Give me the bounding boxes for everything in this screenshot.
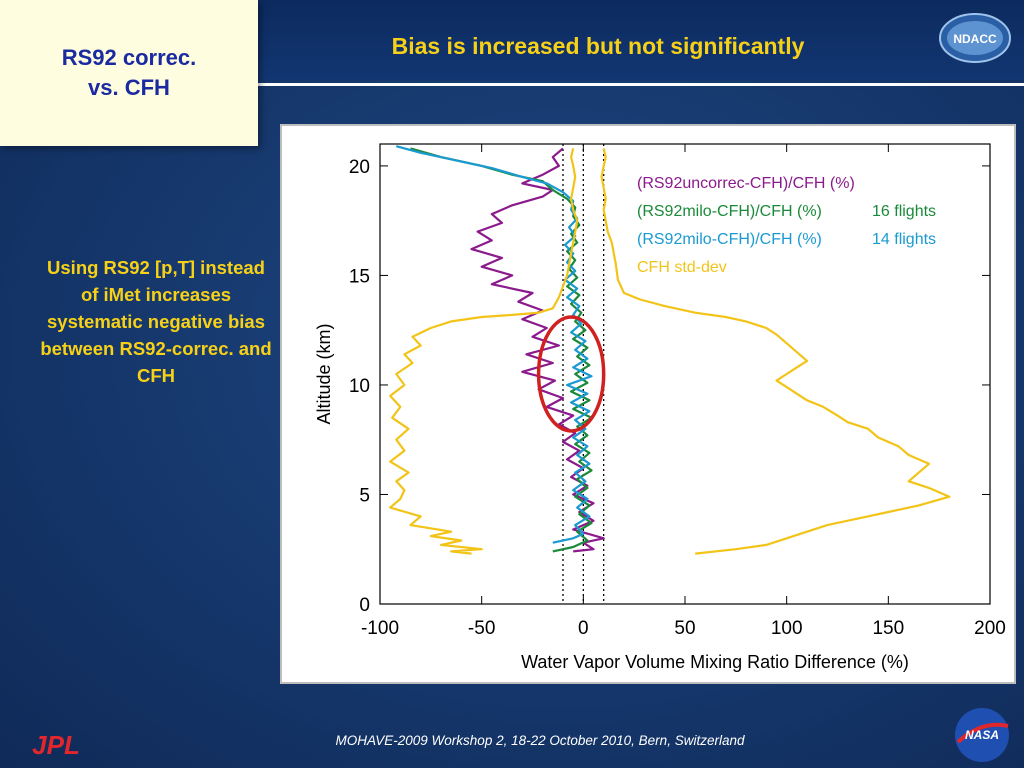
series-line-4 <box>389 148 951 555</box>
jpl-logo-text: JPL <box>32 730 80 758</box>
nasa-logo-text: NASA <box>965 728 999 742</box>
y-axis-title: Altitude (km) <box>314 323 334 424</box>
legend-entry-4: CFH std-dev <box>637 259 727 276</box>
x-tick-label: 50 <box>674 618 695 639</box>
x-tick-label: 200 <box>974 618 1006 639</box>
legend-entry-3: (RS92milo-CFH)/CFH (%) <box>637 231 822 248</box>
ndacc-logo-icon: NDACC <box>939 13 1011 63</box>
legend-entry-2: (RS92milo-CFH)/CFH (%) <box>637 203 822 220</box>
series-line-1 <box>470 147 605 553</box>
profile-chart: -100 -50 0 50 100 150 200 0 5 10 15 20 Water Vapor V… <box>314 143 1006 672</box>
slide-topic-title: RS92 correc. vs. CFH <box>61 45 197 100</box>
header-rule <box>258 83 1024 86</box>
series-line-2 <box>410 147 593 553</box>
x-tick-label: 100 <box>771 618 803 639</box>
y-tick-label: 20 <box>349 157 370 178</box>
y-tick-label: 5 <box>359 485 370 506</box>
x-tick-label: 0 <box>578 618 589 639</box>
legend-entry-suffix-2: 16 flights <box>872 203 936 220</box>
highlight-ellipse <box>536 315 606 433</box>
footer-citation: MOHAVE-2009 Workshop 2, 18-22 October 20… <box>335 733 745 748</box>
slide-heading: Bias is increased but not significantly <box>391 33 805 59</box>
x-tick-label: -100 <box>361 618 399 639</box>
slide-topic-box: RS92 correc. vs. CFH <box>0 0 258 146</box>
chart-panel: -100 -50 0 50 100 150 200 0 5 10 15 20 Water Vapor V… <box>280 124 1016 684</box>
legend-entry-1: (RS92uncorrec-CFH)/CFH (%) <box>637 175 855 192</box>
y-tick-label: 0 <box>359 595 370 616</box>
side-note: Using RS92 [p,T] instead of iMet increas… <box>40 257 272 386</box>
y-tick-label: 15 <box>349 266 370 287</box>
y-tick-label: 10 <box>349 376 370 397</box>
header-band <box>258 0 1024 80</box>
x-axis-title: Water Vapor Volume Mixing Ratio Differen… <box>521 652 909 672</box>
x-tick-label: 150 <box>872 618 904 639</box>
x-tick-label: -50 <box>468 618 495 639</box>
ndacc-logo-text: NDACC <box>953 32 997 46</box>
jpl-logo-icon: JPL <box>32 730 80 758</box>
nasa-logo-icon: NASA <box>955 708 1009 762</box>
legend-entry-suffix-3: 14 flights <box>872 231 936 248</box>
series-line-3 <box>396 145 593 544</box>
